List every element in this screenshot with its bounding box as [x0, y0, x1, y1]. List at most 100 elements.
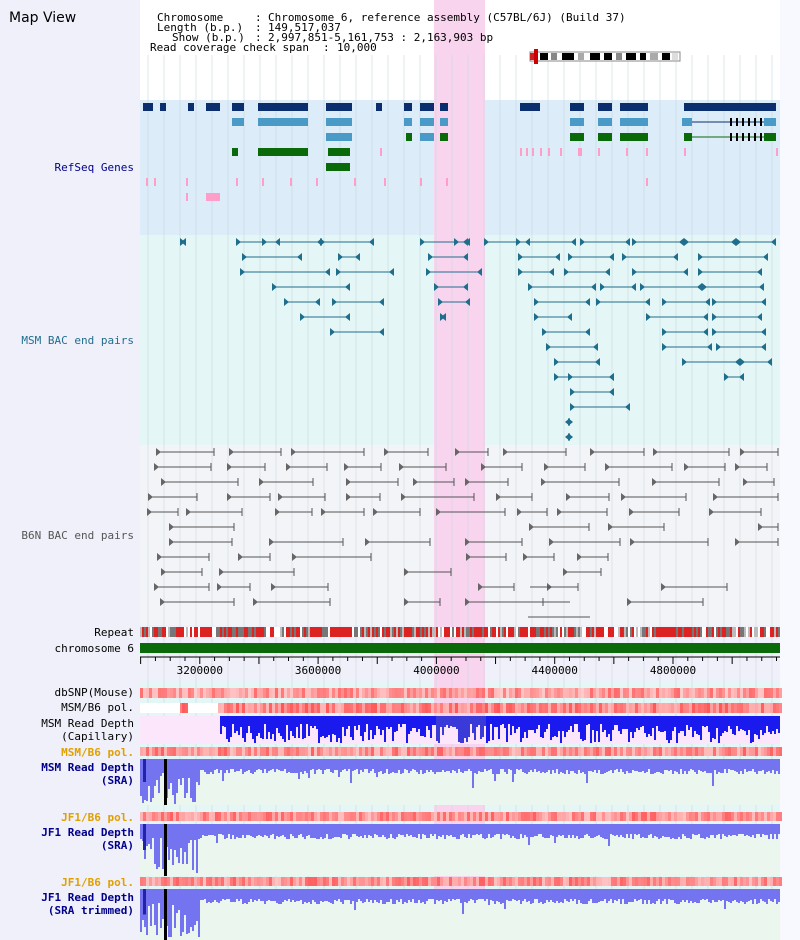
jf1-sra-pol-cell: [338, 812, 341, 821]
jf1-trim-pol-cell: [569, 877, 572, 886]
msm-bac-end: [426, 268, 431, 276]
msm-bac-end: [609, 373, 614, 381]
coverage-value: 10,000: [337, 41, 377, 54]
msm-depth-cap-bar: [510, 716, 512, 735]
jf1-trim-pol-cell: [743, 877, 746, 886]
repeat-segment: [498, 627, 500, 637]
jf1-trim-depth-bar: [362, 889, 364, 903]
msm-depth-cap-bar: [750, 716, 752, 743]
msm-bac-end: [712, 328, 717, 336]
jf1-sra-pol-cell: [674, 812, 677, 821]
jf1-trim-depth-bar: [492, 889, 494, 901]
dbsnp-cell: [728, 688, 731, 698]
msm-b6-pol-cell: [632, 703, 635, 713]
jf1-trim-depth-bar: [396, 889, 398, 900]
jf1-sra-pol-cell: [500, 812, 503, 821]
msm-b6-pol-cell: [515, 703, 518, 713]
jf1-sra-pol-cell: [683, 812, 686, 821]
jf1-sra-pol-cell: [266, 812, 269, 821]
msm-bac-end: [600, 283, 605, 291]
repeat-segment: [610, 627, 612, 637]
msm-sra-depth-bar: [616, 759, 618, 769]
msm-sra-pol-cell: [737, 747, 740, 756]
msm-sra-pol-cell: [518, 747, 521, 756]
jf1-sra-depth-bar: [554, 824, 556, 843]
jf1-trim-depth-bar: [636, 889, 638, 901]
jf1-sra-pol-cell: [440, 812, 443, 821]
msm-b6-pol-cell: [512, 703, 515, 713]
msm-depth-cap-bar: [544, 716, 546, 732]
msm-sra-depth-bar: [370, 759, 372, 771]
dbsnp-cell: [317, 688, 320, 698]
jf1-sra-depth-bar: [264, 824, 266, 835]
jf1-sra-pol-cell: [677, 812, 680, 821]
msm-b6-pol-cell: [473, 703, 476, 713]
msm-b6-pol-cell: [320, 703, 323, 713]
b6n-bac-end: [517, 508, 522, 516]
msm-depth-cap-bar: [262, 716, 264, 739]
jf1-trim-depth-bar: [194, 889, 196, 925]
msm-bac-end: [739, 373, 744, 381]
msm-sra-depth-bar: [396, 759, 398, 773]
msm-depth-cap-bar: [744, 716, 746, 731]
jf1-sra-depth-bar: [776, 824, 778, 839]
msm-depth-cap-bar: [650, 716, 652, 736]
jf1-sra-depth-bar: [774, 824, 776, 834]
msm-depth-cap-bar: [288, 716, 290, 740]
track-label-b6n-bac[interactable]: B6N BAC end pairs: [21, 529, 134, 542]
b6n-bac-end: [684, 463, 689, 471]
jf1-sra-depth-bar: [672, 824, 674, 838]
msm-depth-cap-bar: [372, 716, 374, 739]
jf1-trim-pol-cell: [245, 877, 248, 886]
dbsnp-cell: [494, 688, 497, 698]
msm-depth-cap-bar: [476, 716, 478, 727]
jf1-trim-pol-cell: [653, 877, 656, 886]
msm-b6-pol-cell: [362, 703, 365, 713]
jf1-sra-depth-bar: [458, 824, 460, 839]
repeat-segment: [416, 627, 418, 637]
jf1-trim-pol-cell: [539, 877, 542, 886]
track-label-refseq[interactable]: RefSeq Genes: [54, 161, 134, 174]
repeat-segment: [418, 627, 420, 637]
jf1-sra-depth-bar: [692, 824, 694, 834]
msm-sra-depth-bar: [162, 759, 164, 773]
msm-depth-cap-bar: [266, 716, 268, 739]
refseq-pink-mark: [520, 148, 522, 156]
msm-sra-depth-bar: [366, 759, 368, 769]
jf1-sra-depth-bar: [170, 824, 172, 849]
gene-exon: [764, 133, 776, 141]
msm-depth-cap-bar: [628, 716, 630, 742]
jf1-trim-pol-cell: [587, 877, 590, 886]
msm-depth-cap-bar: [624, 716, 626, 729]
msm-depth-cap-bar: [244, 716, 246, 742]
msm-b6-pol-cell: [491, 703, 494, 713]
msm-sra-depth-bar: [360, 759, 362, 770]
jf1-sra-depth-bar: [746, 824, 748, 835]
ideogram-band: [616, 53, 622, 60]
jf1-sra-depth-bar: [388, 824, 390, 838]
repeat-segment: [194, 627, 196, 637]
jf1-trim-depth-bar: [520, 889, 522, 904]
jf1-sra-depth-bar: [702, 824, 704, 838]
jf1-sra-pol-cell: [260, 812, 263, 821]
msm-bac-end: [345, 313, 350, 321]
jf1-sra-pol-cell: [320, 812, 323, 821]
jf1-trim-depth-bar: [502, 889, 504, 903]
jf1-trim-pol-cell: [410, 877, 413, 886]
jf1-trim-depth-bar: [364, 889, 366, 902]
jf1-sra-depth-bar: [772, 824, 774, 839]
msm-depth-cap-bar: [388, 716, 390, 729]
track-label-msm-bac[interactable]: MSM BAC end pairs: [21, 334, 134, 347]
jf1-sra-depth-bar: [398, 824, 400, 834]
dbsnp-cell: [509, 688, 512, 698]
jf1-sra-depth-bar: [628, 824, 630, 838]
msm-bac-end: [564, 268, 569, 276]
jf1-trim-depth-bar: [500, 889, 502, 904]
jf1-sra-depth-bar: [192, 824, 194, 870]
msm-depth-cap-bar: [632, 716, 634, 738]
repeat-segment: [748, 627, 750, 637]
msm-sra-pol-cell: [545, 747, 548, 756]
repeat-segment: [658, 627, 660, 637]
jf1-trim-pol-cell: [776, 877, 779, 886]
